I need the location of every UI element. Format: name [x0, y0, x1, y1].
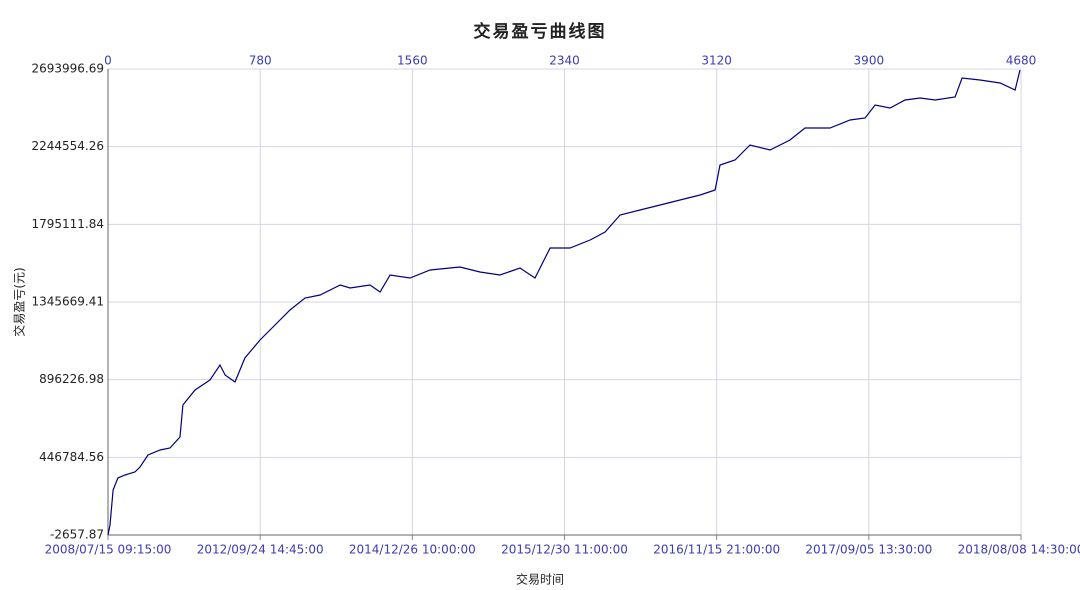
x2-tick-label: 2017/09/05 13:30:00 — [805, 543, 932, 557]
x2-tick-label: 2014/12/26 10:00:00 — [349, 543, 476, 557]
x-tick-label: 2340 — [549, 54, 580, 68]
chart-title: 交易盈亏曲线图 — [474, 21, 607, 42]
x-tick-label: 1560 — [397, 54, 428, 68]
x-tick-label: 3900 — [854, 54, 885, 68]
x-tick-label: 4680 — [1006, 54, 1037, 68]
y-tick-label: 1795111.84 — [31, 217, 104, 231]
y-tick-label: 2693996.69 — [31, 62, 104, 76]
y-tick-label: 2244554.26 — [31, 139, 104, 153]
y-axis-label: 交易盈亏(元) — [12, 267, 27, 336]
y-tick-label: 446784.56 — [39, 450, 104, 464]
x-tick-label: 3120 — [701, 54, 732, 68]
data-line — [107, 69, 1021, 536]
x2-tick-label: 2012/09/24 14:45:00 — [197, 543, 324, 557]
x2-tick-label: 2008/07/15 09:15:00 — [45, 543, 172, 557]
x2-tick-label: 2015/12/30 11:00:00 — [501, 543, 628, 557]
x2-tick-label: 2018/08/08 14:30:00 — [958, 543, 1080, 557]
x-tick-label: 780 — [249, 54, 272, 68]
y-tick-label: 896226.98 — [39, 372, 104, 386]
y-tick-label: 1345669.41 — [31, 295, 104, 309]
y-tick-label: -2657.87 — [50, 528, 104, 542]
x2-tick-label: 2016/11/15 21:00:00 — [653, 543, 780, 557]
x-tick-label: 0 — [104, 54, 112, 68]
x-axis-label: 交易时间 — [516, 572, 564, 587]
